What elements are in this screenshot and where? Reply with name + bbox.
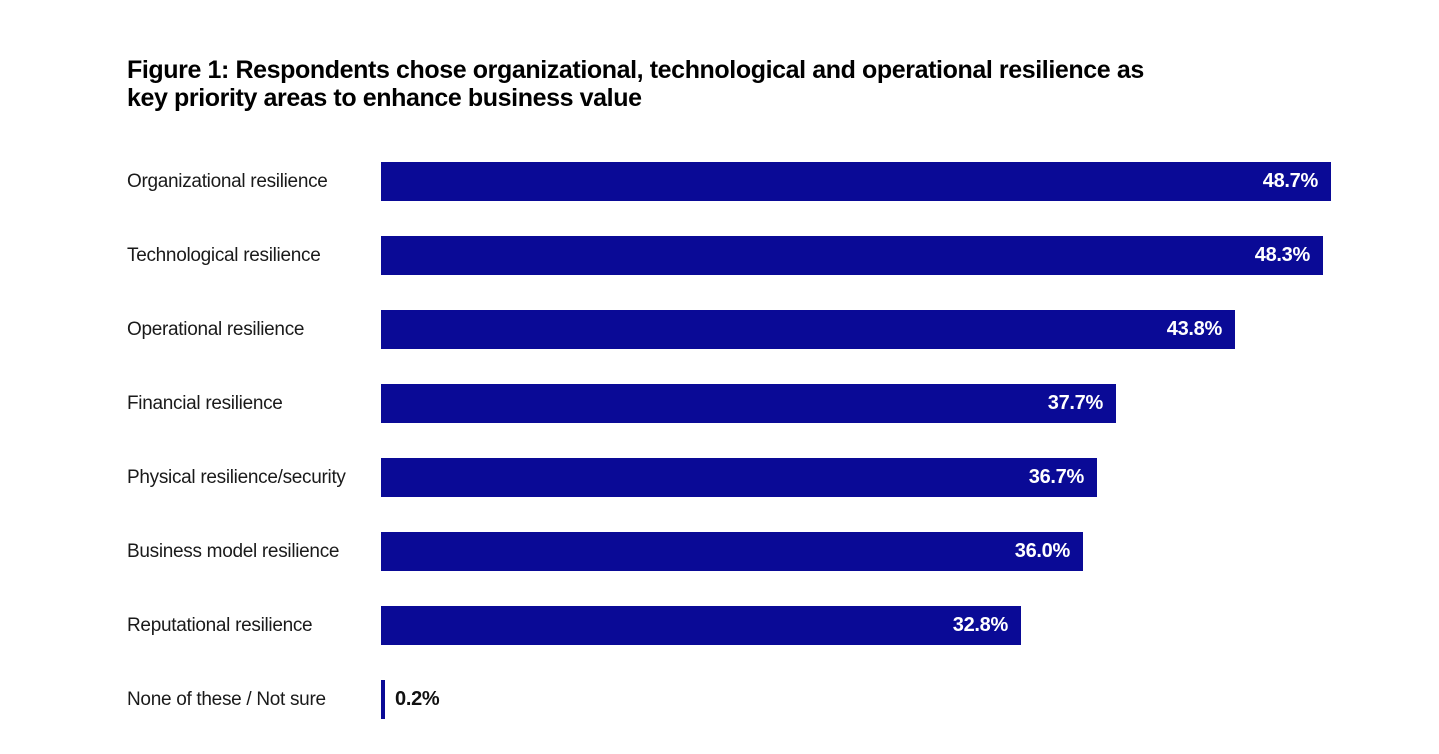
bar-track: 48.7%: [381, 162, 1341, 201]
bar: 32.8%: [381, 606, 1021, 645]
bar: 48.3%: [381, 236, 1323, 275]
bar: 43.8%: [381, 310, 1235, 349]
bar-track: 43.8%: [381, 310, 1341, 349]
chart-title-line-2: key priority areas to enhance business v…: [127, 84, 642, 112]
category-label: Business model resilience: [127, 540, 340, 562]
value-label: 36.7%: [1028, 466, 1085, 488]
category-label: None of these / Not sure: [127, 688, 326, 710]
bar-track: 37.7%: [381, 384, 1341, 423]
bar-track: 0.2%: [381, 680, 1341, 719]
value-label: 36.0%: [1014, 540, 1071, 562]
category-label: Financial resilience: [127, 392, 283, 414]
chart-title: Figure 1: Respondents chose organization…: [127, 56, 1341, 112]
chart-row: None of these / Not sure 0.2%: [127, 680, 1341, 719]
figure-1-bar-chart: Figure 1: Respondents chose organization…: [127, 56, 1341, 719]
bar: 48.7%: [381, 162, 1331, 201]
category-label: Physical resilience/security: [127, 466, 346, 488]
bar-track: 36.7%: [381, 458, 1341, 497]
category-label: Reputational resilience: [127, 614, 313, 636]
category-label: Technological resilience: [127, 244, 321, 266]
value-label: 32.8%: [952, 614, 1009, 636]
chart-row: Operational resilience 43.8%: [127, 310, 1341, 349]
value-label: 43.8%: [1166, 318, 1223, 340]
value-label: 48.7%: [1262, 170, 1319, 192]
chart-row: Financial resilience 37.7%: [127, 384, 1341, 423]
chart-row: Organizational resilience 48.7%: [127, 162, 1341, 201]
value-label: 37.7%: [1047, 392, 1104, 414]
bar: 36.7%: [381, 458, 1097, 497]
bar-track: 48.3%: [381, 236, 1341, 275]
chart-row: Reputational resilience 32.8%: [127, 606, 1341, 645]
chart-row: Business model resilience 36.0%: [127, 532, 1341, 571]
bar: 37.7%: [381, 384, 1116, 423]
category-label: Operational resilience: [127, 318, 305, 340]
value-label: 0.2%: [395, 688, 440, 710]
chart-title-line-1: Figure 1: Respondents chose organization…: [127, 56, 1144, 84]
chart-row: Physical resilience/security 36.7%: [127, 458, 1341, 497]
bar: [381, 680, 385, 719]
bar: 36.0%: [381, 532, 1083, 571]
chart-row: Technological resilience 48.3%: [127, 236, 1341, 275]
value-label: 48.3%: [1254, 244, 1311, 266]
bar-track: 36.0%: [381, 532, 1341, 571]
bar-track: 32.8%: [381, 606, 1341, 645]
category-label: Organizational resilience: [127, 170, 328, 192]
bar-rows: Organizational resilience 48.7% Technologi…: [127, 162, 1341, 719]
